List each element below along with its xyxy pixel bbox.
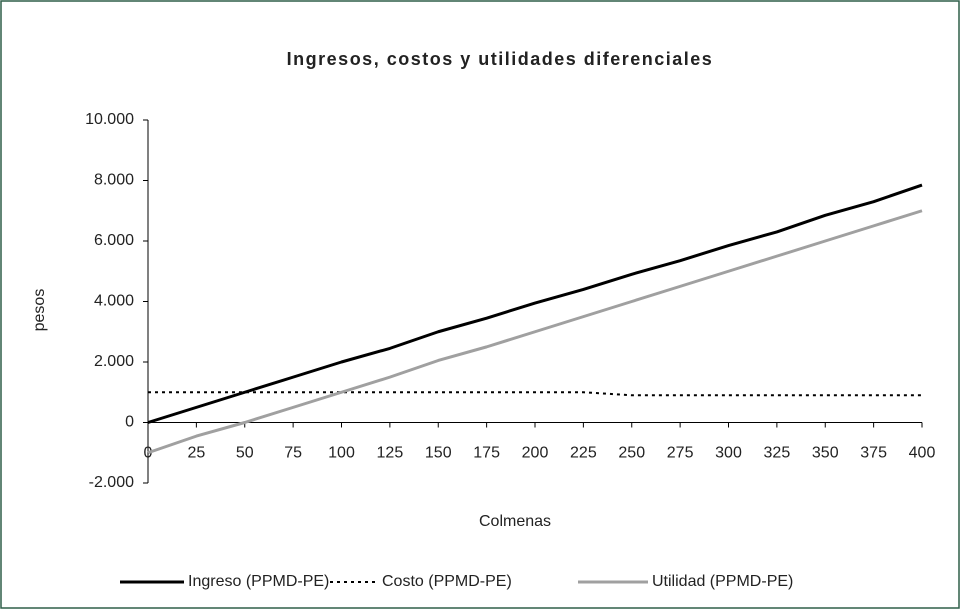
chart-title: Ingresos, costos y utilidades diferencia… bbox=[287, 49, 714, 69]
y-axis-label: pesos bbox=[31, 289, 48, 332]
x-tick-label: 325 bbox=[764, 445, 791, 462]
x-tick-label: 0 bbox=[144, 445, 153, 462]
x-tick-label: 375 bbox=[860, 445, 887, 462]
x-tick-label: 150 bbox=[425, 445, 452, 462]
y-tick-label: 10.000 bbox=[85, 111, 134, 128]
x-tick-label: 175 bbox=[473, 445, 500, 462]
legend-label: Costo (PPMD-PE) bbox=[382, 573, 512, 590]
x-tick-label: 100 bbox=[328, 445, 355, 462]
y-tick-label: 8.000 bbox=[94, 172, 134, 189]
series-line bbox=[148, 391, 922, 397]
legend-label: Ingreso (PPMD-PE) bbox=[188, 573, 329, 590]
series-line bbox=[147, 183, 923, 424]
x-axis-label: Colmenas bbox=[479, 513, 551, 530]
x-tick-label: 25 bbox=[187, 445, 205, 462]
series-line bbox=[147, 209, 923, 455]
x-tick-label: 400 bbox=[909, 445, 936, 462]
x-tick-label: 350 bbox=[812, 445, 839, 462]
y-tick-label: 0 bbox=[125, 414, 134, 431]
x-tick-label: 125 bbox=[377, 445, 404, 462]
y-tick-label: 2.000 bbox=[94, 353, 134, 370]
x-tick-label: 75 bbox=[284, 445, 302, 462]
x-tick-label: 300 bbox=[715, 445, 742, 462]
y-tick-label: 4.000 bbox=[94, 293, 134, 310]
x-tick-label: 50 bbox=[236, 445, 254, 462]
x-tick-label: 200 bbox=[522, 445, 549, 462]
y-tick-label: -2.000 bbox=[89, 474, 134, 491]
y-tick-label: 6.000 bbox=[94, 232, 134, 249]
x-tick-label: 250 bbox=[618, 445, 645, 462]
x-tick-label: 275 bbox=[667, 445, 694, 462]
x-tick-label: 225 bbox=[570, 445, 597, 462]
legend-label: Utilidad (PPMD-PE) bbox=[652, 573, 793, 590]
